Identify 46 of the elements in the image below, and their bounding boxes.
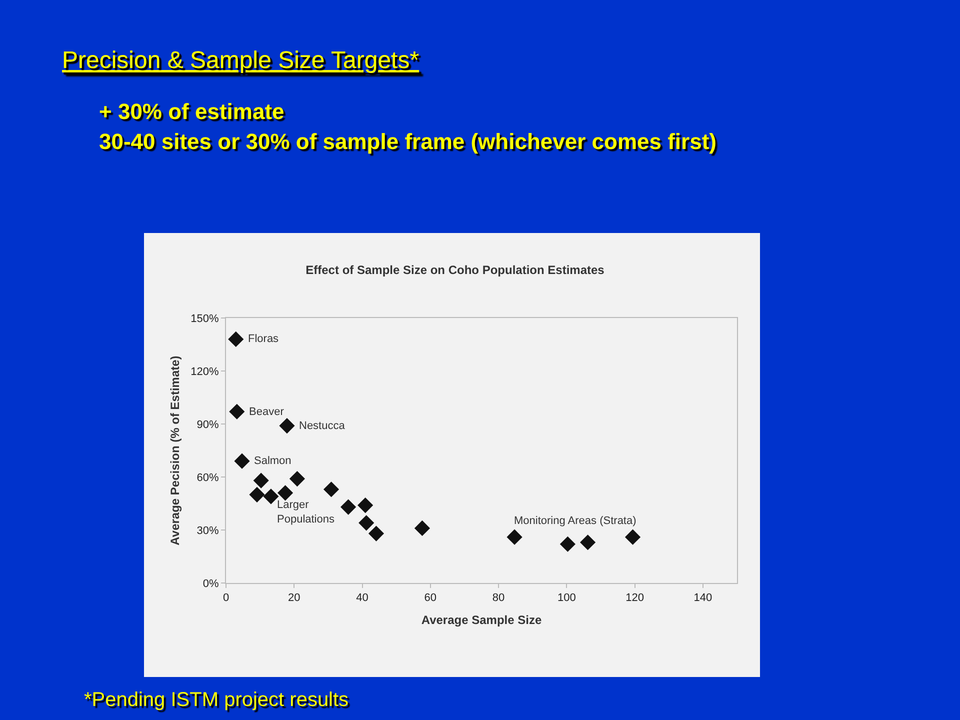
y-tick-label: 0%: [202, 578, 220, 590]
point: [263, 488, 279, 504]
y-tick-label: 150%: [190, 312, 220, 325]
point: [253, 472, 269, 488]
point: [277, 485, 294, 501]
chart-title: Effect of Sample Size on Coho Population Estimates: [306, 263, 605, 278]
point: [323, 482, 340, 498]
text: + 30% of estimate: [99, 99, 284, 124]
y-tick-label: 30%: [196, 524, 220, 537]
text: *Pending ISTM project results: [84, 689, 349, 711]
annotation: Nestucca: [299, 420, 346, 432]
point: [229, 404, 245, 420]
annotation: Larger Populations: [277, 499, 335, 526]
point: [358, 497, 374, 514]
annotation: Salmon: [254, 455, 292, 467]
point: [358, 515, 374, 531]
annotation: Beaver: [249, 406, 284, 418]
point: [279, 418, 295, 434]
x-tick-label: 120: [626, 592, 644, 604]
point: [368, 526, 384, 542]
point: [249, 486, 265, 502]
x-tick-label: 60: [424, 592, 437, 604]
y-tick-label: 120%: [190, 366, 220, 378]
text: 30-40 sites or 30% of sample frame (whichever comes first): [99, 129, 716, 154]
y-tick-label: 90%: [196, 418, 220, 431]
x-tick-label: 20: [288, 592, 300, 604]
point: [506, 529, 522, 545]
annotation: Floras: [248, 333, 280, 345]
x-tick-label: 0: [222, 592, 230, 604]
point: [234, 453, 250, 469]
x-tick-label: 100: [557, 592, 576, 604]
point: [560, 536, 576, 552]
point: [414, 520, 430, 536]
x-tick-label: 40: [356, 592, 368, 604]
x-tick-label: 80: [492, 592, 505, 604]
text: Precision & Sample Size Targets*: [62, 47, 420, 74]
annotation: Monitoring Areas (Strata): [514, 515, 636, 527]
point: [624, 529, 641, 545]
x-axis-title: Average Sample Size: [421, 613, 542, 628]
y-tick-label: 60%: [196, 472, 220, 484]
x-tick-label: 140: [694, 592, 712, 604]
point: [289, 470, 305, 487]
point: [228, 331, 244, 347]
point: [340, 499, 356, 515]
y-axis-title: Average Pecision (% of Estimate): [168, 356, 182, 546]
point: [580, 534, 596, 550]
